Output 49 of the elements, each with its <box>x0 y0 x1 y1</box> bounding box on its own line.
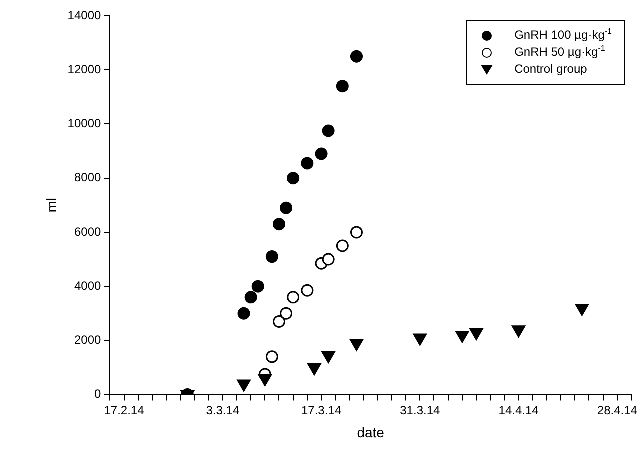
point <box>413 334 427 346</box>
point <box>273 218 286 231</box>
point <box>336 80 349 93</box>
y-tick-label: 6000 <box>74 224 102 239</box>
y-axis-title: ml <box>43 198 60 213</box>
point <box>273 315 286 328</box>
point <box>287 172 300 185</box>
y-tick-label: 14000 <box>68 8 102 22</box>
x-tick-label: 28.4.14 <box>597 403 638 418</box>
point <box>301 284 314 297</box>
point <box>350 339 364 352</box>
y-tick-label: 8000 <box>74 170 102 185</box>
point <box>315 148 328 160</box>
legend-label: Control group <box>514 61 588 78</box>
legend-label: GnRH 50 µg·kg$^{-1}$ <box>514 44 606 61</box>
point <box>301 157 314 170</box>
point <box>308 363 322 376</box>
x-tick-label: 17.3.14 <box>301 403 342 418</box>
point <box>456 331 470 344</box>
point <box>266 350 278 364</box>
point <box>512 326 526 338</box>
point <box>280 307 293 320</box>
x-tick-label: 14.4.14 <box>498 403 540 418</box>
point <box>322 124 335 138</box>
x-tick-label: 31.3.14 <box>400 403 440 418</box>
point <box>287 291 300 304</box>
legend-label: GnRH 100 µg·kg$^{-1}$ <box>514 27 612 44</box>
point <box>336 240 349 252</box>
y-tick-label: 2000 <box>74 333 102 347</box>
point <box>322 253 335 266</box>
y-tick-label: 12000 <box>68 62 102 76</box>
y-tick-label: 0 <box>94 387 102 402</box>
point <box>470 328 484 340</box>
point <box>244 291 258 304</box>
point <box>258 374 272 386</box>
x-tick-label: 17.2.14 <box>104 403 145 418</box>
y-tick-label: 10000 <box>68 116 102 131</box>
y-tick-label: 4000 <box>74 278 102 293</box>
point <box>280 202 293 214</box>
point <box>575 304 589 316</box>
point <box>266 250 278 264</box>
point <box>350 226 363 239</box>
x-tick-label: 3.3.14 <box>206 403 240 418</box>
point <box>252 280 264 293</box>
point <box>322 351 336 364</box>
point <box>238 307 250 320</box>
point <box>237 380 251 392</box>
x-axis-title: date <box>357 424 385 440</box>
point <box>350 50 363 63</box>
